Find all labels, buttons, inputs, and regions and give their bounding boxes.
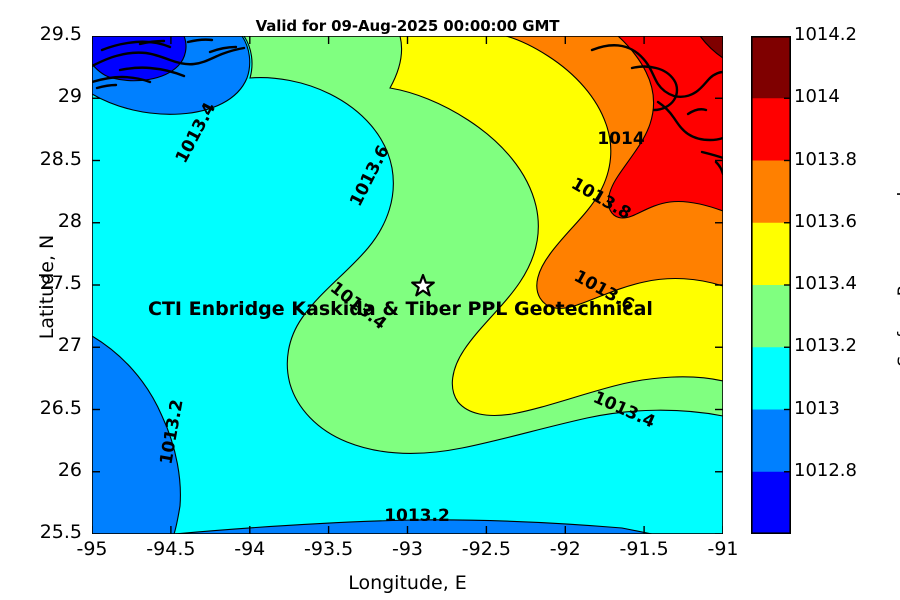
star-marker (411, 273, 435, 297)
contour-lines (92, 36, 723, 534)
x-tick-label: -95 (76, 538, 108, 560)
contour-label: 1013.2 (384, 506, 450, 526)
x-tick-label: -91 (707, 538, 739, 560)
plot-title: Valid for 09-Aug-2025 00:00:00 GMT (255, 17, 560, 35)
y-tick-label: 26 (57, 458, 82, 481)
colorbar-label: Surface Pressure, mb (895, 185, 900, 367)
colorbar-band (752, 36, 790, 99)
colorbar-band (752, 285, 790, 348)
y-tick-label: 25.5 (39, 521, 82, 543)
colorbar (751, 36, 791, 534)
x-tick-label: -94 (234, 538, 266, 560)
y-tick-label: 29.5 (39, 23, 82, 45)
x-axis-label: Longitude, E (348, 572, 467, 594)
x-tick-label: -94.5 (146, 538, 196, 560)
colorbar-tick-label: 1013.2 (794, 335, 857, 357)
colorbar-tick-label: 1013.8 (794, 148, 857, 170)
colorbar-tick-label: 1014 (794, 86, 840, 108)
colorbar-band (752, 98, 790, 162)
contour-label: 1014 (597, 129, 645, 149)
colorbar-tick-label: 1013 (794, 397, 840, 419)
colorbar-tick-label: 1013.4 (794, 273, 857, 294)
y-tick-label: 28 (57, 209, 82, 232)
colorbar-tick-label: 1014.2 (794, 24, 857, 45)
y-tick-label: 27.5 (39, 272, 82, 294)
colorbar-band (752, 409, 790, 473)
y-axis-label: Latitude, N (36, 234, 58, 340)
x-tick-label: -92.5 (461, 538, 511, 560)
y-tick-label: 26.5 (39, 396, 82, 419)
coastline (92, 38, 723, 176)
x-tick-label: -91.5 (619, 538, 669, 560)
colorbar-bands (752, 36, 790, 534)
y-tick-label: 27 (57, 334, 82, 357)
colorbar-band (752, 160, 790, 224)
colorbar-tick-label: 1012.8 (794, 459, 857, 481)
site-annotation-label: CTI Enbridge Kaskida & Tiber PPL Geotech… (148, 298, 653, 320)
colorbar-band (752, 471, 790, 534)
x-tick-label: -93 (391, 538, 424, 560)
x-tick-label: -93.5 (304, 538, 354, 560)
colorbar-band (752, 222, 790, 286)
contour-plot-area (92, 36, 723, 534)
colorbar-band (752, 347, 790, 411)
y-tick-label: 29 (57, 85, 82, 108)
x-tick-label: -92 (549, 538, 581, 560)
y-tick-label: 28.5 (39, 147, 82, 170)
axis-ticks (92, 36, 723, 534)
colorbar-tick-label: 1013.6 (794, 210, 857, 232)
colorbar-ticks (784, 97, 791, 473)
contour-fill-bands (92, 36, 723, 534)
